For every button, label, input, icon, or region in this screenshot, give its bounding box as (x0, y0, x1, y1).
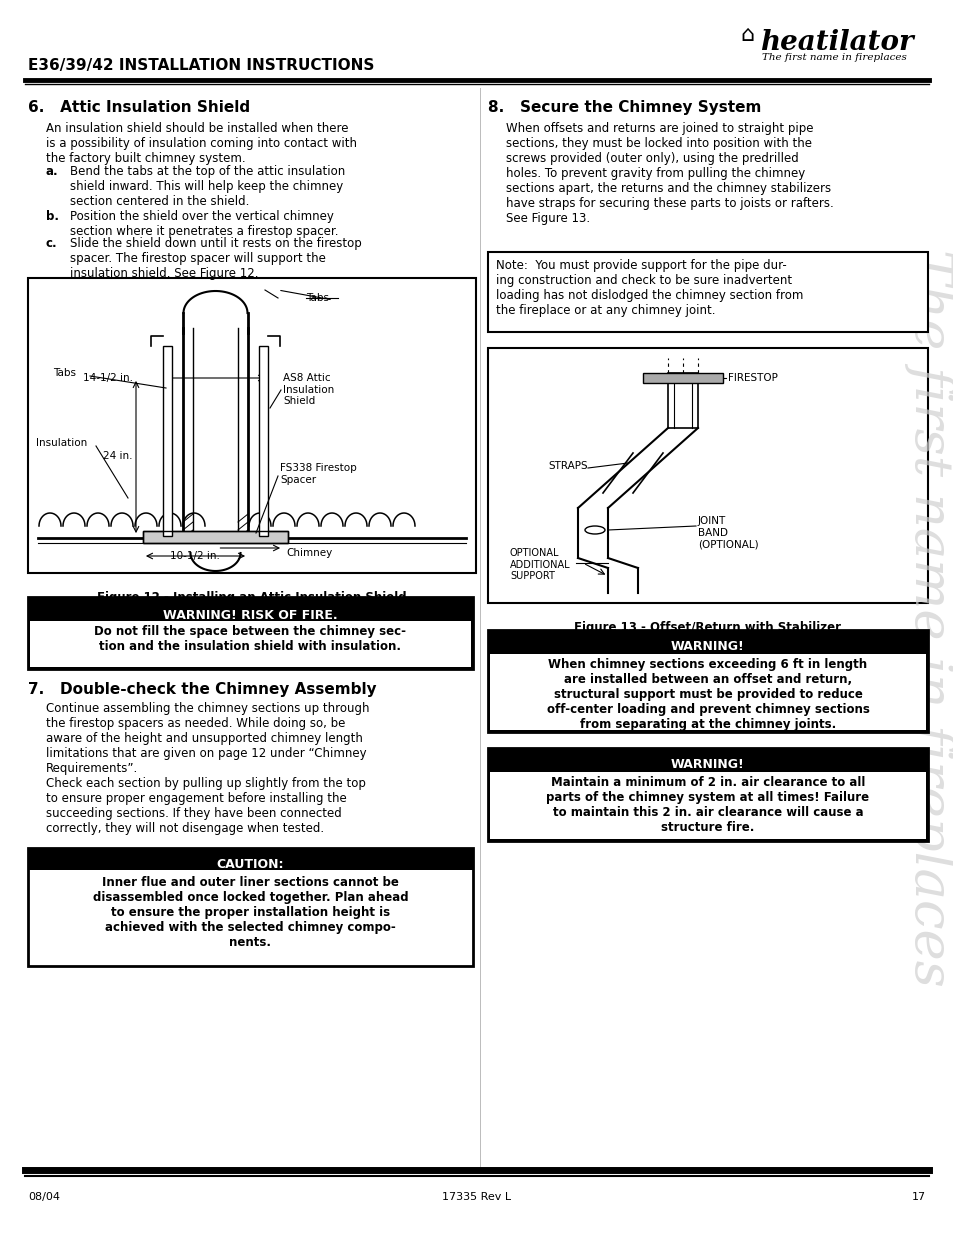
Text: An insulation shield should be installed when there
is a possibility of insulati: An insulation shield should be installed… (46, 122, 356, 165)
Text: FS338 Firestop
Spacer: FS338 Firestop Spacer (280, 463, 356, 484)
Text: Tabs: Tabs (306, 293, 329, 303)
Text: OPTIONAL
ADDITIONAL
SUPPORT: OPTIONAL ADDITIONAL SUPPORT (510, 548, 570, 582)
Text: When offsets and returns are joined to straight pipe
sections, they must be lock: When offsets and returns are joined to s… (505, 122, 833, 225)
Text: Note:  You must provide support for the pipe dur-
ing construction and check to : Note: You must provide support for the p… (496, 259, 802, 317)
Text: Insulation: Insulation (36, 438, 87, 448)
Text: Figure 13 - Offset/Return with Stabilizer: Figure 13 - Offset/Return with Stabilize… (574, 621, 841, 634)
Bar (143, 531, 288, 543)
Text: Continue assembling the chimney sections up through
the firestop spacers as need: Continue assembling the chimney sections… (46, 701, 369, 776)
Text: FIRESTOP: FIRESTOP (727, 373, 777, 383)
Text: The first name in fireplaces: The first name in fireplaces (761, 53, 906, 63)
Text: WARNING! RISK OF FIRE.: WARNING! RISK OF FIRE. (163, 609, 337, 622)
Text: STRAPS: STRAPS (548, 461, 587, 471)
Text: ⌂: ⌂ (740, 25, 753, 44)
Bar (30, 621, 471, 667)
Text: Position the shield over the vertical chimney
section where it penetrates a fire: Position the shield over the vertical ch… (70, 210, 338, 238)
Text: c.: c. (46, 237, 57, 249)
Text: The first name in fireplaces: The first name in fireplaces (903, 249, 953, 987)
Bar (488, 252, 927, 332)
Text: CAUTION:: CAUTION: (216, 858, 284, 871)
Text: b.: b. (46, 210, 59, 224)
Text: Do not fill the space between the chimney sec-
tion and the insulation shield wi: Do not fill the space between the chimne… (94, 625, 406, 653)
Bar (667, 373, 698, 429)
Text: JOINT
BAND
(OPTIONAL): JOINT BAND (OPTIONAL) (698, 516, 758, 550)
Text: 17335 Rev L: 17335 Rev L (442, 1192, 511, 1202)
Text: Tabs: Tabs (53, 368, 76, 378)
Text: heatilator: heatilator (760, 28, 913, 56)
Ellipse shape (584, 526, 604, 534)
Text: 24 in.: 24 in. (103, 451, 132, 461)
Text: Slide the shield down until it rests on the firestop
spacer. The firestop spacer: Slide the shield down until it rests on … (70, 237, 361, 280)
Bar (488, 348, 927, 603)
Text: Figure 12 - Installing an Attic Insulation Shield: Figure 12 - Installing an Attic Insulati… (97, 592, 406, 604)
Bar (488, 630, 927, 732)
Text: AS8 Attic
Insulation
Shield: AS8 Attic Insulation Shield (283, 373, 334, 406)
Bar (258, 346, 268, 536)
Bar (28, 848, 473, 869)
Text: Bend the tabs at the top of the attic insulation
shield inward. This will help k: Bend the tabs at the top of the attic in… (70, 165, 345, 207)
Text: a.: a. (46, 165, 58, 178)
Text: WARNING!: WARNING! (670, 640, 744, 653)
Text: Chimney: Chimney (286, 548, 332, 558)
Text: Maintain a minimum of 2 in. air clearance to all
parts of the chimney system at : Maintain a minimum of 2 in. air clearanc… (546, 776, 868, 834)
Text: 08/04: 08/04 (28, 1192, 60, 1202)
Text: WARNING!: WARNING! (670, 758, 744, 771)
Bar (28, 848, 473, 966)
Text: 8.   Secure the Chimney System: 8. Secure the Chimney System (488, 100, 760, 115)
Bar (28, 597, 473, 669)
Bar (642, 373, 722, 383)
Bar (163, 346, 172, 536)
Bar (143, 531, 288, 543)
Bar (490, 655, 925, 730)
Text: 10-1/2 in.: 10-1/2 in. (170, 551, 220, 561)
Text: 14-1/2 in.: 14-1/2 in. (83, 373, 132, 383)
Text: Check each section by pulling up slightly from the top
to ensure proper engageme: Check each section by pulling up slightl… (46, 777, 366, 835)
Bar (28, 278, 476, 573)
Text: 7.   Double-check the Chimney Assembly: 7. Double-check the Chimney Assembly (28, 682, 376, 697)
Text: Inner flue and outer liner sections cannot be
disassembled once locked together.: Inner flue and outer liner sections cann… (92, 876, 408, 948)
Bar (490, 772, 925, 839)
Bar (488, 748, 927, 841)
Text: E36/39/42 INSTALLATION INSTRUCTIONS: E36/39/42 INSTALLATION INSTRUCTIONS (28, 58, 374, 73)
Text: 17: 17 (911, 1192, 925, 1202)
Text: 6.   Attic Insulation Shield: 6. Attic Insulation Shield (28, 100, 250, 115)
Text: When chimney sections exceeding 6 ft in length
are installed between an offset a: When chimney sections exceeding 6 ft in … (546, 658, 868, 731)
